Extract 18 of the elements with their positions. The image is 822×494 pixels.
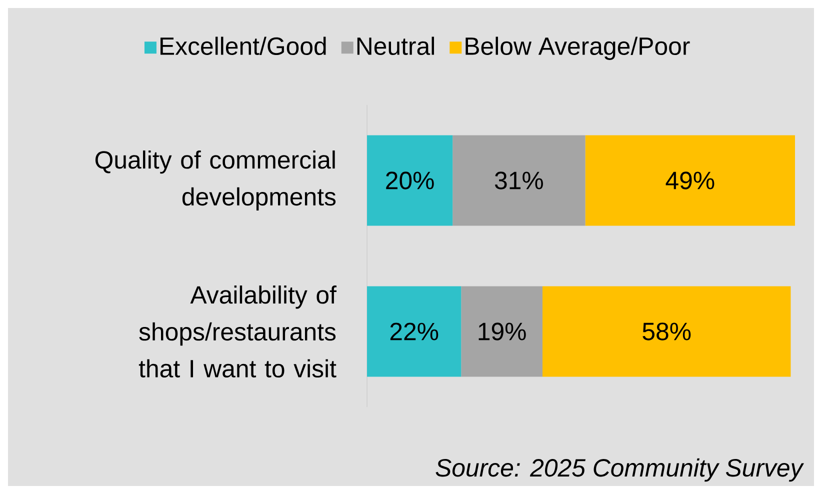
y-tick-label: Availability of shops/restaurants that I want to visit (138, 285, 336, 378)
legend-label: Below Average/Poor (466, 36, 690, 60)
y-tick-label: Quality of commercial developments (95, 150, 336, 211)
bar (542, 286, 791, 377)
data-label: 58% (642, 322, 691, 340)
source-note: Source: 2025 Community Survey (436, 458, 804, 482)
data-label: 22% (390, 322, 438, 340)
data-label: 49% (666, 172, 714, 190)
legend-label: Excellent/Good (160, 36, 326, 56)
data-label: 20% (386, 172, 434, 190)
bar (461, 286, 542, 377)
bar (367, 135, 453, 226)
legend-label: Neutral (357, 36, 434, 56)
bar (367, 286, 462, 377)
bar (585, 135, 796, 226)
bar (452, 135, 586, 226)
data-label: 19% (478, 322, 526, 340)
data-label: 31% (494, 172, 543, 190)
